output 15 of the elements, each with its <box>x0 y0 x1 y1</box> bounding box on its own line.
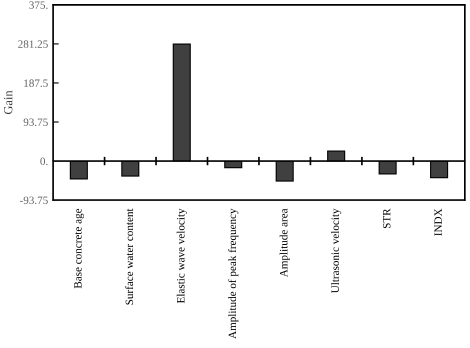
y-tick-label: 0. <box>40 158 48 166</box>
y-tick-label: 375. <box>29 1 48 9</box>
x-tick-label: Surface water content <box>125 208 134 305</box>
y-axis-title: Gain <box>4 90 12 114</box>
y-tick-label: 93.75 <box>24 118 48 126</box>
y-tick-label: 281.25 <box>18 40 48 48</box>
x-tick-label: Elastic wave velocity <box>176 208 187 304</box>
y-tick-label: 187.5 <box>24 79 48 87</box>
y-tick-label: -93.75 <box>20 196 48 204</box>
x-tick-label: INDX <box>434 208 442 236</box>
x-tick-label: Amplitude of peak frequency <box>228 208 238 339</box>
x-tick-label: STR <box>382 208 390 228</box>
x-tick-label: Base concrete age <box>74 208 84 288</box>
x-tick-label: Ultrasonic velocity <box>331 208 342 294</box>
x-tick-label: Amplitude area <box>280 208 290 278</box>
